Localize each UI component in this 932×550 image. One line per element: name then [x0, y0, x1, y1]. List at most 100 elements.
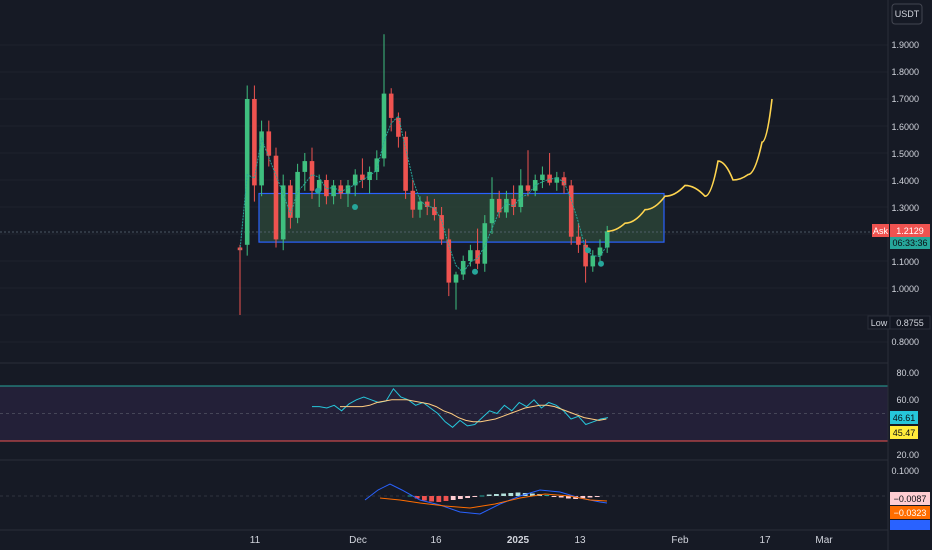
candle-body	[410, 190, 416, 210]
ask-tag	[872, 224, 889, 237]
candle-body	[468, 250, 473, 261]
time-tick: 16	[430, 535, 442, 546]
candle-body	[280, 185, 286, 240]
rsi-ma-tag	[890, 426, 918, 439]
rsi-tick: 80.00	[896, 368, 919, 378]
candle-body	[338, 185, 344, 194]
macd-tick: 0.1000	[891, 466, 919, 476]
candle-body	[295, 171, 300, 218]
macd-bar	[594, 496, 600, 497]
price-tick-labels: 1.9000 1.8000 1.7000 1.6000 1.5000 1.400…	[891, 40, 919, 347]
candle-body	[259, 131, 264, 186]
price-tick: 1.6000	[891, 122, 919, 132]
candle-body	[554, 177, 560, 183]
macd-line[interactable]	[364, 483, 608, 515]
macd-bar	[580, 496, 586, 499]
macd-bar	[422, 496, 427, 501]
macd-bar	[407, 495, 413, 497]
rsi-value-tag	[890, 411, 918, 424]
candle-body	[604, 231, 610, 248]
candle-body	[446, 239, 452, 283]
candle-body	[381, 93, 387, 159]
rsi-tick: 20.00	[896, 450, 919, 460]
time-tick: 13	[574, 535, 586, 546]
macd-line-tag	[890, 520, 930, 530]
macd-bar	[530, 493, 535, 496]
trend-line	[239, 115, 608, 274]
candle-body	[403, 136, 408, 191]
signal-line[interactable]	[379, 493, 608, 509]
macd-bar	[501, 493, 506, 496]
candle-body	[396, 117, 401, 137]
time-tick: 17	[759, 535, 771, 546]
macd-bar	[494, 494, 499, 496]
candle-body	[374, 158, 380, 172]
candle-body	[496, 198, 502, 213]
candle-body	[266, 131, 272, 156]
price-tick: 1.7000	[891, 94, 919, 104]
candle-body	[489, 198, 495, 224]
macd-bar	[414, 496, 420, 499]
price-tick: 1.1000	[891, 257, 919, 267]
time-tick: Dec	[349, 535, 367, 546]
macd-bar	[458, 496, 463, 499]
candle-body	[244, 99, 250, 245]
currency-box[interactable]	[891, 3, 923, 25]
price-tick: 1.5000	[891, 149, 919, 159]
macd-bar	[450, 496, 456, 500]
candle-body	[568, 185, 574, 237]
time-tick: Feb	[671, 535, 689, 546]
macd-bar	[443, 496, 449, 501]
candle-body	[345, 185, 351, 194]
price-tick: 1.4000	[891, 176, 919, 186]
ask-price-tag	[890, 224, 930, 237]
candle-body	[439, 215, 444, 240]
macd-hist-tag	[890, 492, 930, 505]
macd-bar	[544, 495, 550, 496]
macd-bar	[479, 495, 485, 497]
candle-body	[288, 185, 293, 218]
rsi-ma-line[interactable]	[340, 399, 607, 423]
time-tick: 11	[250, 535, 261, 546]
low-price: 0.8755	[896, 318, 924, 328]
candle-body	[540, 174, 545, 180]
candle-body	[417, 201, 423, 210]
consolidation-zone[interactable]	[258, 192, 665, 243]
candle-body	[388, 93, 394, 118]
candle-body	[302, 161, 308, 172]
countdown-tag	[890, 237, 930, 249]
candle-body	[309, 161, 315, 191]
price-axis[interactable]	[888, 0, 932, 550]
candle-body	[525, 185, 531, 191]
macd-bar	[436, 496, 442, 502]
candle-body	[475, 250, 480, 264]
price-tick: 1.0000	[891, 284, 919, 294]
rsi-line[interactable]	[312, 387, 609, 428]
macd-bar	[465, 496, 470, 498]
ask-price: 1.2129	[896, 226, 924, 236]
signal-dot	[598, 260, 604, 267]
signal-markers	[315, 187, 604, 275]
candle-body	[597, 247, 603, 256]
macd-bar	[587, 496, 593, 498]
candle-body	[424, 201, 430, 207]
signal-tag	[890, 506, 930, 519]
candle-body	[360, 174, 365, 180]
candle-body	[331, 185, 336, 197]
rsi-ma-value: 45.47	[893, 428, 916, 438]
countdown-timer: 06:33:36	[892, 238, 927, 248]
candle-body	[511, 198, 516, 207]
candle-body	[453, 274, 459, 283]
candle-body	[518, 185, 524, 207]
low-label: Low	[871, 318, 888, 328]
candle-body	[583, 244, 588, 267]
candle-body	[432, 207, 437, 216]
candle-body	[590, 255, 596, 267]
projection-path[interactable]	[607, 98, 773, 233]
time-tick: 2025	[507, 535, 530, 546]
price-tick: 1.8000	[891, 67, 919, 77]
time-axis[interactable]: 11 Dec 16 2025 13 Feb 17 Mar	[250, 535, 833, 546]
